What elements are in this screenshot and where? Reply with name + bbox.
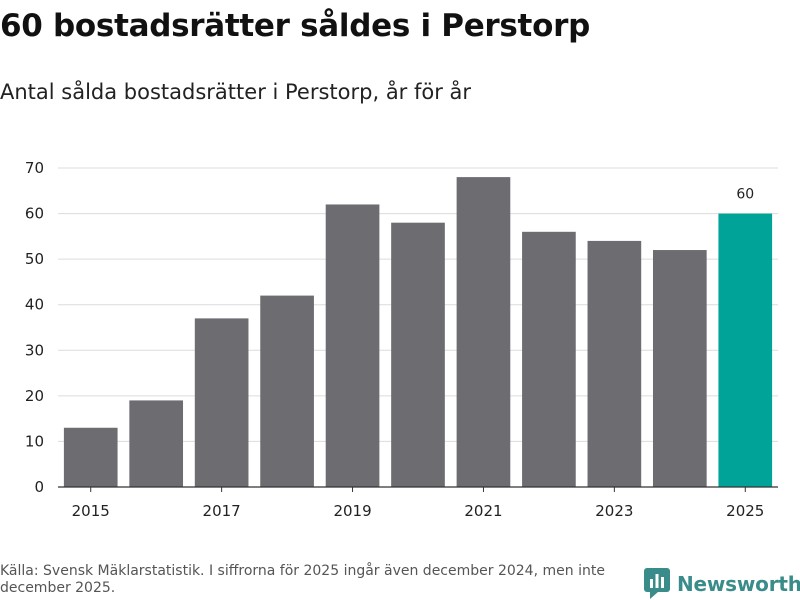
bar-2019 (325, 204, 380, 487)
bar-2020 (391, 222, 445, 487)
newsworthy-logo-icon (644, 568, 670, 599)
bar-2022 (522, 231, 576, 487)
bar-2024 (652, 250, 707, 487)
source-note: Källa: Svensk Mäklarstatistik. I siffror… (0, 563, 605, 596)
bar-2025 (718, 213, 773, 488)
bar-2018 (260, 295, 314, 487)
bar-2023 (587, 240, 642, 487)
bar-2021 (456, 177, 511, 487)
newsworthy-logo: Newsworthy (644, 568, 800, 600)
x-tick-label: 2019 (333, 502, 371, 520)
bar-2015 (63, 427, 118, 487)
y-tick-label: 20 (25, 387, 44, 405)
bar-2017 (194, 318, 249, 487)
x-tick-label: 2025 (726, 502, 764, 520)
y-tick-label: 50 (25, 250, 44, 268)
bar-chart: 0 10 20 30 40 50 60 70 2015 2017 2019 2021 2023 2025 6… (25, 159, 778, 520)
x-tick-label: 2015 (72, 502, 110, 520)
brand-name: Newsworthy (677, 572, 800, 596)
data-label-2025: 60 (736, 187, 754, 203)
x-tick-label: 2017 (203, 502, 241, 520)
chart-title: 60 bostadsrätter såldes i Perstorp (0, 8, 590, 44)
y-tick-label: 60 (25, 205, 44, 223)
y-tick-label: 40 (25, 296, 44, 314)
x-tick-label: 2023 (595, 502, 633, 520)
y-tick-label: 70 (25, 159, 44, 177)
x-tick-label: 2021 (464, 502, 502, 520)
bar-2016 (129, 400, 184, 487)
chart-subtitle: Antal sålda bostadsrätter i Perstorp, år… (0, 80, 472, 104)
y-tick-label: 10 (25, 432, 44, 450)
y-tick-label: 0 (34, 478, 44, 496)
y-tick-label: 30 (25, 341, 44, 359)
